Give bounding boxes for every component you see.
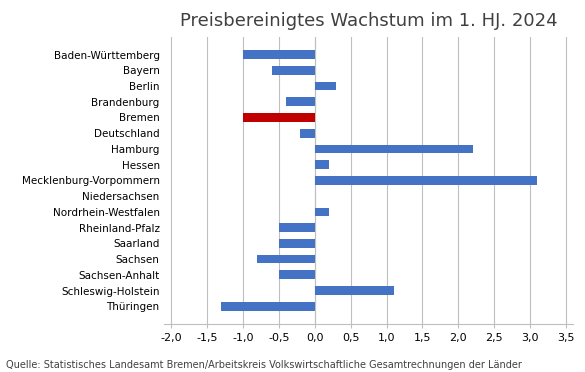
Title: Preisbereinigtes Wachstum im 1. HJ. 2024: Preisbereinigtes Wachstum im 1. HJ. 2024: [180, 12, 558, 30]
Bar: [243, 50, 315, 59]
Bar: [243, 113, 315, 122]
Bar: [278, 223, 315, 232]
Bar: [278, 270, 315, 279]
Bar: [315, 145, 473, 153]
Bar: [257, 255, 315, 263]
Bar: [315, 286, 394, 295]
Bar: [271, 66, 315, 75]
Bar: [286, 97, 315, 106]
Bar: [315, 208, 329, 216]
Bar: [278, 239, 315, 248]
Bar: [221, 302, 315, 311]
Text: Quelle: Statistisches Landesamt Bremen/Arbeitskreis Volkswirtschaftliche Gesamtr: Quelle: Statistisches Landesamt Bremen/A…: [6, 360, 522, 370]
Bar: [315, 82, 336, 90]
Bar: [315, 160, 329, 169]
Bar: [315, 176, 538, 185]
Bar: [300, 129, 315, 138]
